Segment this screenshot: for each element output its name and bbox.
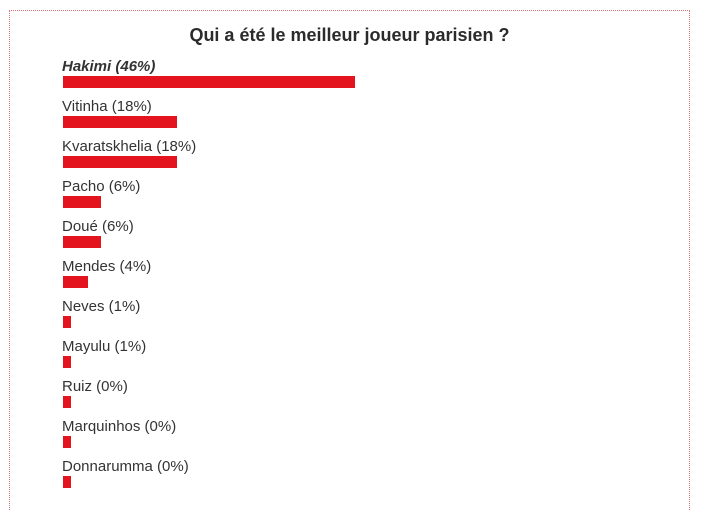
- poll-option: Kvaratskhelia (18%): [62, 138, 662, 178]
- poll-option-label: Doué (6%): [62, 218, 134, 235]
- poll-option: Neves (1%): [62, 298, 662, 338]
- poll-option: Mendes (4%): [62, 258, 662, 298]
- poll-option-bar: [63, 316, 71, 328]
- poll-option-label: Marquinhos (0%): [62, 418, 177, 435]
- poll-option-bar: [63, 476, 71, 488]
- poll-options: Hakimi (46%) Vitinha (18%) Kvaratskhelia (…: [62, 58, 662, 498]
- poll-option: Ruiz (0%): [62, 378, 662, 418]
- poll-option-bar: [63, 276, 88, 288]
- poll-option: Marquinhos (0%): [62, 418, 662, 458]
- poll-widget: Qui a été le meilleur joueur parisien ? …: [9, 10, 690, 510]
- poll-option-label: Kvaratskhelia (18%): [62, 138, 197, 155]
- poll-option-bar: [63, 196, 101, 208]
- poll-option-label: Pacho (6%): [62, 178, 141, 195]
- poll-option-label: Ruiz (0%): [62, 378, 128, 395]
- poll-option-label: Neves (1%): [62, 298, 141, 315]
- poll-option: Donnarumma (0%): [62, 458, 662, 498]
- poll-option-label: Donnarumma (0%): [62, 458, 189, 475]
- poll-option: Hakimi (46%): [62, 58, 662, 98]
- poll-option-bar: [63, 156, 177, 168]
- poll-option-bar: [63, 236, 101, 248]
- poll-option-bar: [63, 396, 71, 408]
- poll-option: Vitinha (18%): [62, 98, 662, 138]
- poll-option-label: Vitinha (18%): [62, 98, 152, 115]
- poll-option: Mayulu (1%): [62, 338, 662, 378]
- poll-option-label: Mendes (4%): [62, 258, 152, 275]
- poll-option-label: Mayulu (1%): [62, 338, 147, 355]
- poll-title: Qui a été le meilleur joueur parisien ?: [189, 25, 510, 45]
- poll-option: Pacho (6%): [62, 178, 662, 218]
- poll-option: Doué (6%): [62, 218, 662, 258]
- poll-option-bar: [63, 436, 71, 448]
- poll-option-label: Hakimi (46%): [62, 58, 156, 75]
- poll-option-bar: [63, 76, 355, 88]
- poll-option-bar: [63, 356, 71, 368]
- poll-option-bar: [63, 116, 177, 128]
